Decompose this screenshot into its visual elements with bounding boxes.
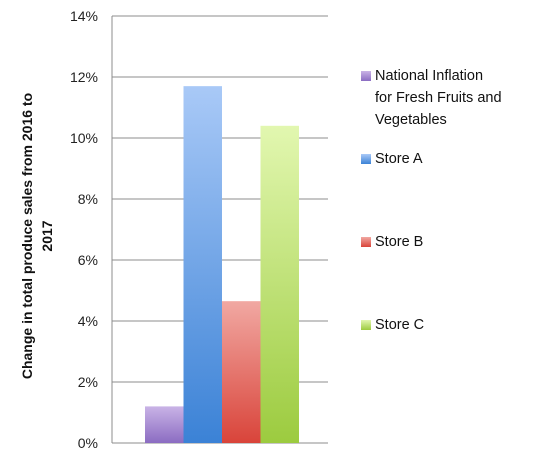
legend-swatch (361, 237, 371, 247)
bars (145, 86, 299, 444)
legend-label: Store A (375, 151, 423, 167)
legend-swatch (361, 154, 371, 164)
legend-label: National Inflation for Fresh Fruits and Ve… (375, 68, 502, 128)
legend-swatch (361, 320, 371, 330)
y-tick-label: 12% (70, 69, 98, 85)
legend-swatch (361, 71, 371, 81)
y-tick-label: 4% (78, 313, 98, 329)
y-tick-label: 2% (78, 374, 98, 390)
legend: National Inflation for Fresh Fruits and Ve… (361, 68, 502, 333)
y-axis-label: Change in total produce sales from 2016 … (19, 93, 55, 379)
legend-label: Store B (375, 234, 423, 250)
bar-national-inflation-for-fresh-fruits-and-vegetables (145, 406, 184, 443)
bar-store-a (183, 86, 222, 444)
y-tick-label: 14% (70, 8, 98, 24)
y-axis: 0% 2% 4% 6% 8% 10% 12% 14% (70, 8, 113, 451)
y-tick-label: 6% (78, 252, 98, 268)
y-tick-label: 10% (70, 130, 98, 146)
bar-store-b (222, 301, 261, 443)
bar-store-c (260, 125, 299, 444)
legend-label: Store C (375, 317, 424, 333)
y-tick-label: 8% (78, 191, 98, 207)
y-tick-label: 0% (78, 435, 98, 451)
